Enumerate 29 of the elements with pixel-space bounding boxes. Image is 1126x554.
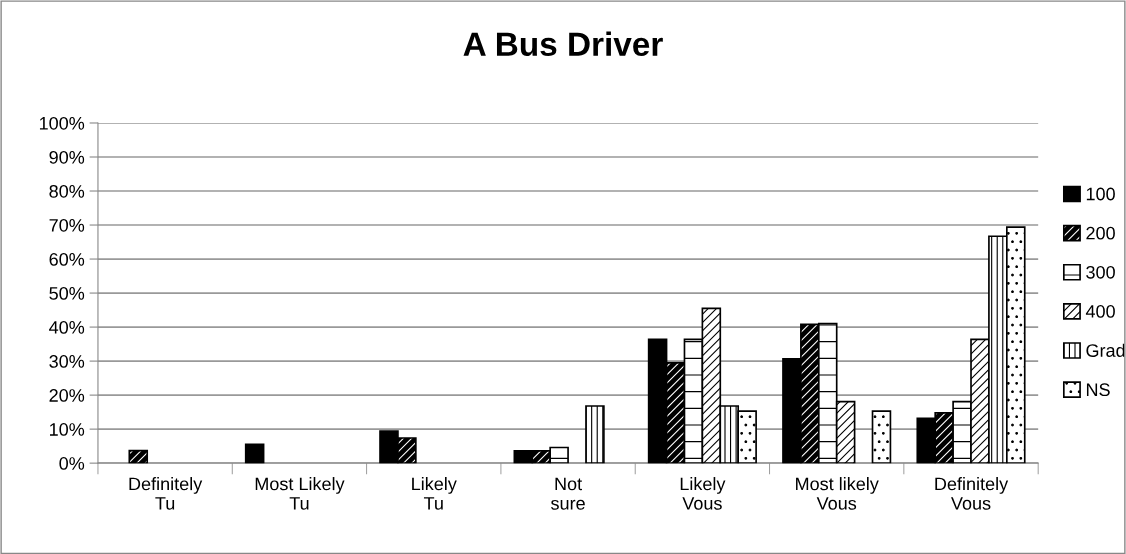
y-tick-label: 80%	[49, 184, 85, 198]
bar	[871, 410, 892, 464]
y-tick-label: 20%	[49, 389, 85, 402]
legend-label: NS	[1086, 383, 1110, 397]
legend-label: 400	[1085, 305, 1115, 318]
bar	[585, 405, 605, 464]
legend-label: 300	[1086, 265, 1115, 279]
y-tick-label: 70%	[49, 218, 85, 232]
x-tick-label: Most Likely Tu	[255, 477, 345, 510]
x-tick-label: Most likely Vous	[796, 477, 879, 510]
y-tick-label: 30%	[49, 355, 85, 368]
y-tick-label: 50%	[49, 287, 85, 300]
y-tick-label: 90%	[49, 150, 85, 164]
chart-title: A Bus Driver	[463, 31, 663, 57]
y-tick-label: 0%	[59, 457, 85, 470]
legend-label: 100	[1086, 187, 1115, 201]
y-tick-label: 100%	[39, 116, 85, 130]
x-tick-label: Likely Vous	[680, 477, 726, 510]
y-tick-label: 10%	[50, 423, 85, 436]
y-tick-label: 60%	[49, 252, 85, 266]
legend-label: 200	[1086, 226, 1115, 240]
bar	[128, 449, 149, 464]
bar	[244, 443, 265, 464]
legend-label: Grad	[1086, 343, 1125, 357]
y-tick-label: 40%	[49, 321, 85, 334]
x-tick-label: Definitely Vous	[935, 477, 1009, 510]
x-tick-label: Not sure	[551, 477, 585, 510]
x-tick-label: Likely Tu	[412, 477, 457, 510]
x-tick-label: Definitely Tu	[129, 477, 203, 510]
